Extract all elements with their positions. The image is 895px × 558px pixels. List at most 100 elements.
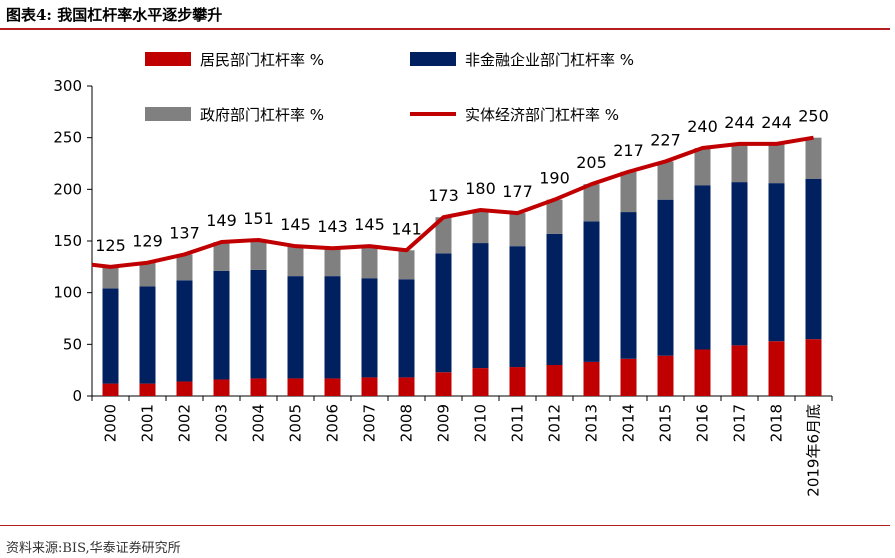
x-tick-label: 2015 xyxy=(657,404,675,442)
title-divider xyxy=(0,28,890,30)
data-label: 180 xyxy=(465,179,496,198)
bar-corporate xyxy=(694,185,711,350)
bar-corporate xyxy=(361,278,378,378)
bar-government xyxy=(731,143,748,183)
x-tick-label: 2003 xyxy=(213,404,231,442)
x-tick-label: 2011 xyxy=(509,404,527,442)
data-label: 190 xyxy=(539,169,570,188)
bar-corporate xyxy=(657,199,674,356)
data-label: 177 xyxy=(502,182,533,201)
data-label: 149 xyxy=(206,211,237,230)
bar-corporate xyxy=(139,286,156,384)
bar-household xyxy=(583,361,600,396)
bar-government xyxy=(768,143,785,184)
bar-household xyxy=(731,345,748,396)
bar-government xyxy=(250,239,267,270)
footer-divider xyxy=(0,525,890,526)
bar-corporate xyxy=(583,221,600,362)
bar-household xyxy=(620,358,637,396)
bar-corporate xyxy=(472,243,489,369)
bar-government xyxy=(176,254,193,281)
x-tick-label: 2010 xyxy=(472,404,490,442)
bar-corporate xyxy=(546,233,563,365)
bar-household xyxy=(213,379,230,396)
y-tick-label: 200 xyxy=(53,180,82,198)
bar-household xyxy=(287,378,304,396)
source-note: 资料来源:BIS,华泰证券研究所 xyxy=(6,541,181,556)
data-label: 205 xyxy=(576,153,607,172)
bar-government xyxy=(398,250,415,280)
bar-government xyxy=(435,217,452,254)
x-tick-label: 2006 xyxy=(324,404,342,442)
bar-household xyxy=(435,372,452,396)
x-tick-label: 2007 xyxy=(361,404,379,442)
bar-household xyxy=(176,381,193,396)
y-tick-label: 0 xyxy=(72,387,82,405)
y-tick-label: 100 xyxy=(53,284,82,302)
y-tick-label: 50 xyxy=(63,335,82,353)
legend: 居民部门杠杆率 % 非金融企业部门杠杆率 % 政府部门杠杆率 % 实体经济部门杠… xyxy=(145,51,634,124)
bar-household xyxy=(694,349,711,396)
x-tick-label: 2004 xyxy=(250,404,268,442)
legend-label-government: 政府部门杠杆率 % xyxy=(200,106,324,124)
bar-household xyxy=(250,378,267,396)
y-tick-label: 300 xyxy=(53,77,82,95)
bar-corporate xyxy=(620,212,637,359)
bar-corporate xyxy=(176,280,193,382)
bar-government xyxy=(213,242,230,271)
bar-corporate xyxy=(250,269,267,379)
bar-corporate xyxy=(324,276,341,379)
bar-government xyxy=(546,199,563,234)
line-total-leverage xyxy=(91,135,814,269)
data-label: 217 xyxy=(613,141,644,160)
x-tick-label: 2013 xyxy=(583,404,601,442)
data-label: 125 xyxy=(95,236,126,255)
bar-household xyxy=(324,378,341,396)
bar-corporate xyxy=(213,270,230,380)
y-tick-label: 250 xyxy=(53,129,82,147)
plot-area: 0 50 100 150 200 250 300 2000 2001 2002 2003 2004 20… xyxy=(53,77,833,497)
data-label: 145 xyxy=(280,215,311,234)
bar-corporate xyxy=(731,182,748,346)
data-label: 137 xyxy=(169,223,200,242)
x-tick-label: 2001 xyxy=(139,404,157,442)
x-tick-label: 2012 xyxy=(546,404,564,442)
bar-corporate xyxy=(435,253,452,373)
data-label: 141 xyxy=(391,219,422,238)
bar-government xyxy=(620,171,637,213)
bar-household xyxy=(361,377,378,396)
bar-corporate xyxy=(768,183,785,342)
bar-government xyxy=(472,210,489,244)
data-label: 250 xyxy=(798,107,829,126)
bar-household xyxy=(398,377,415,396)
bar-government xyxy=(139,262,156,287)
legend-swatch-household xyxy=(145,52,191,66)
legend-swatch-corporate xyxy=(410,52,456,66)
y-tick-label: 150 xyxy=(53,232,82,250)
bar-government xyxy=(324,248,341,277)
bar-corporate xyxy=(805,179,822,340)
data-label: 143 xyxy=(317,217,348,236)
x-tick-label: 2009 xyxy=(435,404,453,442)
bar-government xyxy=(657,161,674,200)
x-tick-label: 2014 xyxy=(620,404,638,442)
data-label: 244 xyxy=(761,113,792,132)
legend-label-total: 实体经济部门杠杆率 % xyxy=(465,106,619,124)
bar-government xyxy=(361,246,378,279)
bar-government xyxy=(583,184,600,222)
bar-household xyxy=(805,339,822,396)
bar-government xyxy=(509,213,526,247)
data-label: 244 xyxy=(724,113,755,132)
data-label: 240 xyxy=(687,117,718,136)
bar-household xyxy=(657,355,674,396)
x-tick-label: 2019年6月底 xyxy=(805,404,823,497)
bar-household xyxy=(768,341,785,396)
legend-label-household: 居民部门杠杆率 % xyxy=(200,51,324,69)
bar-household xyxy=(139,383,156,396)
data-label: 173 xyxy=(428,186,459,205)
x-tick-label: 2016 xyxy=(694,404,712,442)
x-tick-label: 2017 xyxy=(731,404,749,442)
bar-corporate xyxy=(102,288,119,384)
bar-household xyxy=(102,383,119,396)
